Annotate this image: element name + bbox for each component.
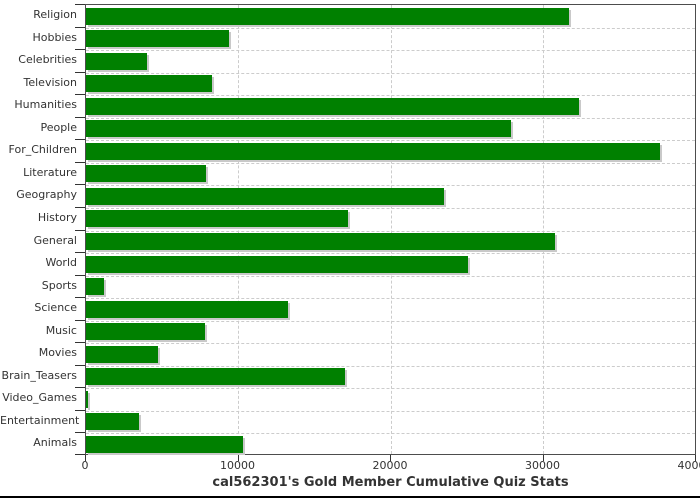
chart-title: cal562301's Gold Member Cumulative Quiz … [212,475,569,490]
value-tick-label: 0 [81,459,89,472]
category-label: Religion [33,8,77,21]
category-label: Celebrities [18,53,77,67]
category-label: Animals [33,436,77,450]
category-tick-mark [75,342,85,344]
category-label: Sports [41,278,77,292]
bar-general [86,233,555,250]
bar-music [86,323,205,341]
value-tick-mark [390,455,391,461]
category-gridline [86,207,695,209]
bar-religion [86,7,569,25]
category-tick-mark [75,229,85,231]
category-label: Science [34,301,77,315]
bar-literature [86,165,207,183]
bar-entertainment [86,413,140,431]
value-tick-label: 10000 [220,459,255,472]
bar-movies [86,345,158,363]
bar-world [86,255,469,273]
bar-for_children [86,142,660,160]
category-gridline [86,320,695,322]
value-tick-label: 40000 [677,459,700,472]
bottom-border-line [0,496,700,498]
category-gridline [86,410,695,412]
category-label: Movies [38,346,77,360]
category-tick-mark [75,26,85,28]
category-label: For_Children [8,143,77,157]
category-label: Television [23,75,78,89]
bar-humanities [86,97,580,115]
category-tick-mark [75,49,85,51]
value-tick-label: 20000 [372,459,408,472]
category-label: General [33,233,77,247]
category-label: History [37,210,77,224]
category-label: Brain_Teasers [1,368,77,382]
value-tick-label: 30000 [525,459,560,472]
category-gridline [86,185,695,187]
category-label: Entertainment [0,413,80,427]
category-gridline [86,343,695,345]
category-label: Geography [16,188,77,202]
category-gridline [86,298,695,300]
category-gridline [86,275,695,277]
category-label: Hobbies [32,30,77,44]
category-tick-mark [75,319,85,321]
category-tick-mark [75,161,85,163]
category-tick-mark [75,206,85,208]
value-tick-mark [237,455,239,461]
value-tick-mark [85,455,86,461]
category-gridline [86,230,695,232]
bar-geography [86,187,444,205]
category-tick-mark [75,409,85,411]
category-tick-mark [75,387,85,389]
category-tick-mark [75,184,85,186]
category-gridline [86,140,695,142]
category-tick-mark [75,252,85,254]
bar-sports [86,278,105,296]
plot-area [85,4,696,455]
bar-history [86,210,348,228]
category-tick-mark [75,116,85,118]
bar-science [86,300,289,318]
category-gridline [86,95,695,97]
category-gridline [86,27,695,29]
value-tick-mark [695,455,696,461]
category-label: Music [45,323,77,337]
category-gridline [86,50,695,52]
category-label: People [40,120,77,134]
value-gridline [542,5,544,454]
bar-brain_teasers [86,368,345,386]
bar-animals [86,435,243,453]
category-label: Video_Games [2,391,77,405]
bar-people [86,120,511,138]
category-gridline [86,388,695,390]
category-tick-mark [75,297,85,299]
value-gridline [390,5,392,454]
category-gridline [86,253,695,255]
category-tick-mark [75,432,85,434]
category-tick-mark [75,71,85,73]
category-tick-mark [75,364,85,366]
category-tick-mark [75,274,85,276]
category-tick-mark [75,454,85,455]
category-tick-mark [75,4,85,5]
category-gridline [86,162,695,164]
value-tick-mark [542,455,544,461]
bar-celebrities [86,52,147,70]
category-gridline [86,72,695,74]
category-label: World [45,256,77,270]
category-label: Humanities [14,98,77,112]
category-tick-mark [75,139,85,141]
bar-video_games [86,390,89,408]
category-gridline [86,117,695,119]
category-label: Literature [23,165,77,179]
category-gridline [86,365,695,367]
value-gridline [238,5,240,454]
category-gridline [86,433,695,435]
bar-hobbies [86,30,230,48]
bar-television [86,75,213,93]
category-tick-mark [75,94,85,96]
